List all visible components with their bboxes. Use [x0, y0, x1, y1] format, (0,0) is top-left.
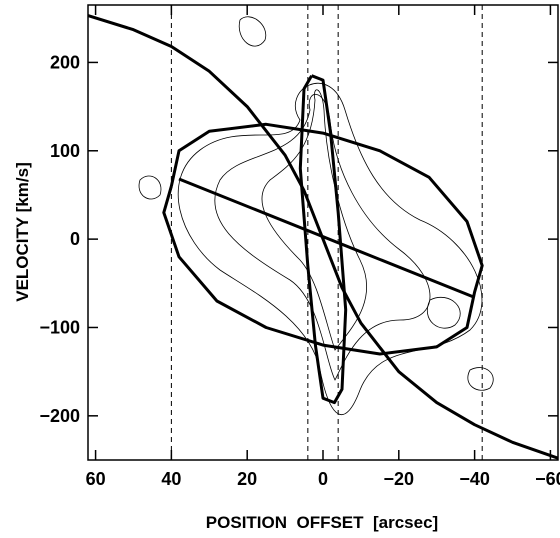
x-tick-label: −40 — [459, 469, 490, 489]
curve — [162, 122, 484, 356]
x-tick-label: −60 — [535, 469, 560, 489]
y-tick-label: 100 — [50, 141, 80, 161]
y-tick-label: 0 — [70, 229, 80, 249]
x-tick-label: 60 — [86, 469, 106, 489]
x-tick-label: 0 — [318, 469, 328, 489]
y-axis-label: VELOCITY [km/s] — [13, 162, 32, 302]
curve — [178, 177, 476, 299]
y-tick-label: −100 — [39, 317, 80, 337]
x-axis-label: POSITION OFFSET [arcsec] — [206, 513, 438, 532]
y-tick-label: 200 — [50, 52, 80, 72]
y-tick-label: −200 — [39, 406, 80, 426]
x-tick-label: −20 — [384, 469, 415, 489]
x-tick-label: 20 — [237, 469, 257, 489]
curve — [298, 74, 348, 405]
curve — [87, 14, 559, 460]
x-tick-label: 40 — [161, 469, 181, 489]
